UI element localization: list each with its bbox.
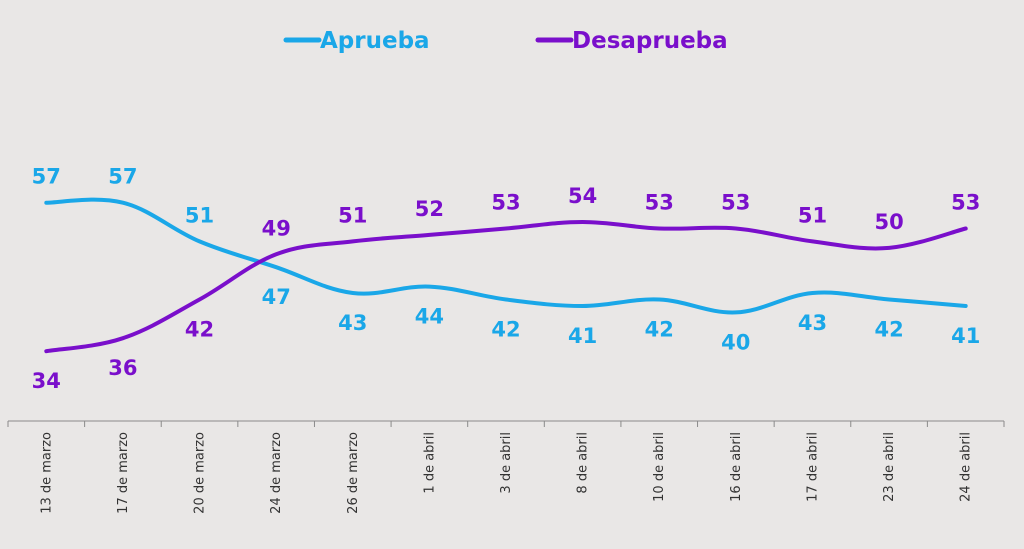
series-line-0 bbox=[44, 197, 968, 315]
data-label-0-5: 44 bbox=[415, 305, 444, 329]
data-label-0-2: 51 bbox=[185, 203, 214, 227]
x-tick-label: 10 de abril bbox=[652, 432, 667, 502]
data-label-1-2: 42 bbox=[185, 318, 214, 342]
data-label-1-12: 53 bbox=[951, 191, 980, 215]
x-tick-label: 1 de abril bbox=[422, 432, 437, 494]
x-tick-label: 8 de abril bbox=[576, 432, 591, 494]
data-label-0-9: 40 bbox=[721, 330, 750, 354]
x-tick-label: 24 de abril bbox=[959, 432, 974, 502]
x-tick-label: 26 de marzo bbox=[346, 432, 361, 514]
data-label-1-11: 50 bbox=[874, 210, 903, 234]
data-label-0-8: 42 bbox=[645, 318, 674, 342]
data-label-0-11: 42 bbox=[874, 318, 903, 342]
x-tick-label: 23 de abril bbox=[882, 432, 897, 502]
legend: Aprueba Desaprueba bbox=[283, 28, 728, 54]
x-tick-label: 16 de abril bbox=[729, 432, 744, 502]
data-label-0-4: 43 bbox=[338, 311, 367, 335]
x-tick-label: 20 de marzo bbox=[193, 432, 208, 514]
data-label-1-6: 53 bbox=[491, 191, 520, 215]
data-label-1-10: 51 bbox=[798, 203, 827, 227]
data-label-1-3: 49 bbox=[262, 216, 291, 240]
x-tick-label: 3 de abril bbox=[499, 432, 514, 494]
series-lines bbox=[44, 197, 968, 354]
data-label-0-10: 43 bbox=[798, 311, 827, 335]
data-labels: 57 34 57 36 51 42 47 49 43 51 44 52 42 53 41 54 42 53 40 53… bbox=[32, 165, 981, 394]
data-label-1-1: 36 bbox=[108, 356, 137, 380]
data-label-0-1: 57 bbox=[108, 165, 137, 189]
data-label-1-9: 53 bbox=[721, 191, 750, 215]
data-label-1-8: 53 bbox=[645, 191, 674, 215]
x-tick-label: 13 de marzo bbox=[39, 432, 54, 514]
data-label-1-7: 54 bbox=[568, 184, 597, 208]
x-tick-label: 17 de marzo bbox=[116, 432, 131, 514]
data-label-0-3: 47 bbox=[262, 285, 291, 309]
x-tick-label: 17 de abril bbox=[806, 432, 821, 502]
data-label-1-0: 34 bbox=[32, 369, 61, 393]
data-label-0-6: 42 bbox=[491, 318, 520, 342]
series-line-1 bbox=[44, 220, 968, 354]
x-tick-label: 24 de marzo bbox=[269, 432, 284, 514]
data-label-1-4: 51 bbox=[338, 203, 367, 227]
x-axis: 13 de marzo 17 de marzo 20 de marzo 24 de m… bbox=[7, 420, 1005, 514]
legend-label-0: Aprueba bbox=[320, 28, 430, 54]
legend-label-1: Desaprueba bbox=[572, 28, 728, 54]
data-label-1-5: 52 bbox=[415, 197, 444, 221]
data-label-0-12: 41 bbox=[951, 324, 980, 348]
data-label-0-0: 57 bbox=[32, 165, 61, 189]
data-label-0-7: 41 bbox=[568, 324, 597, 348]
